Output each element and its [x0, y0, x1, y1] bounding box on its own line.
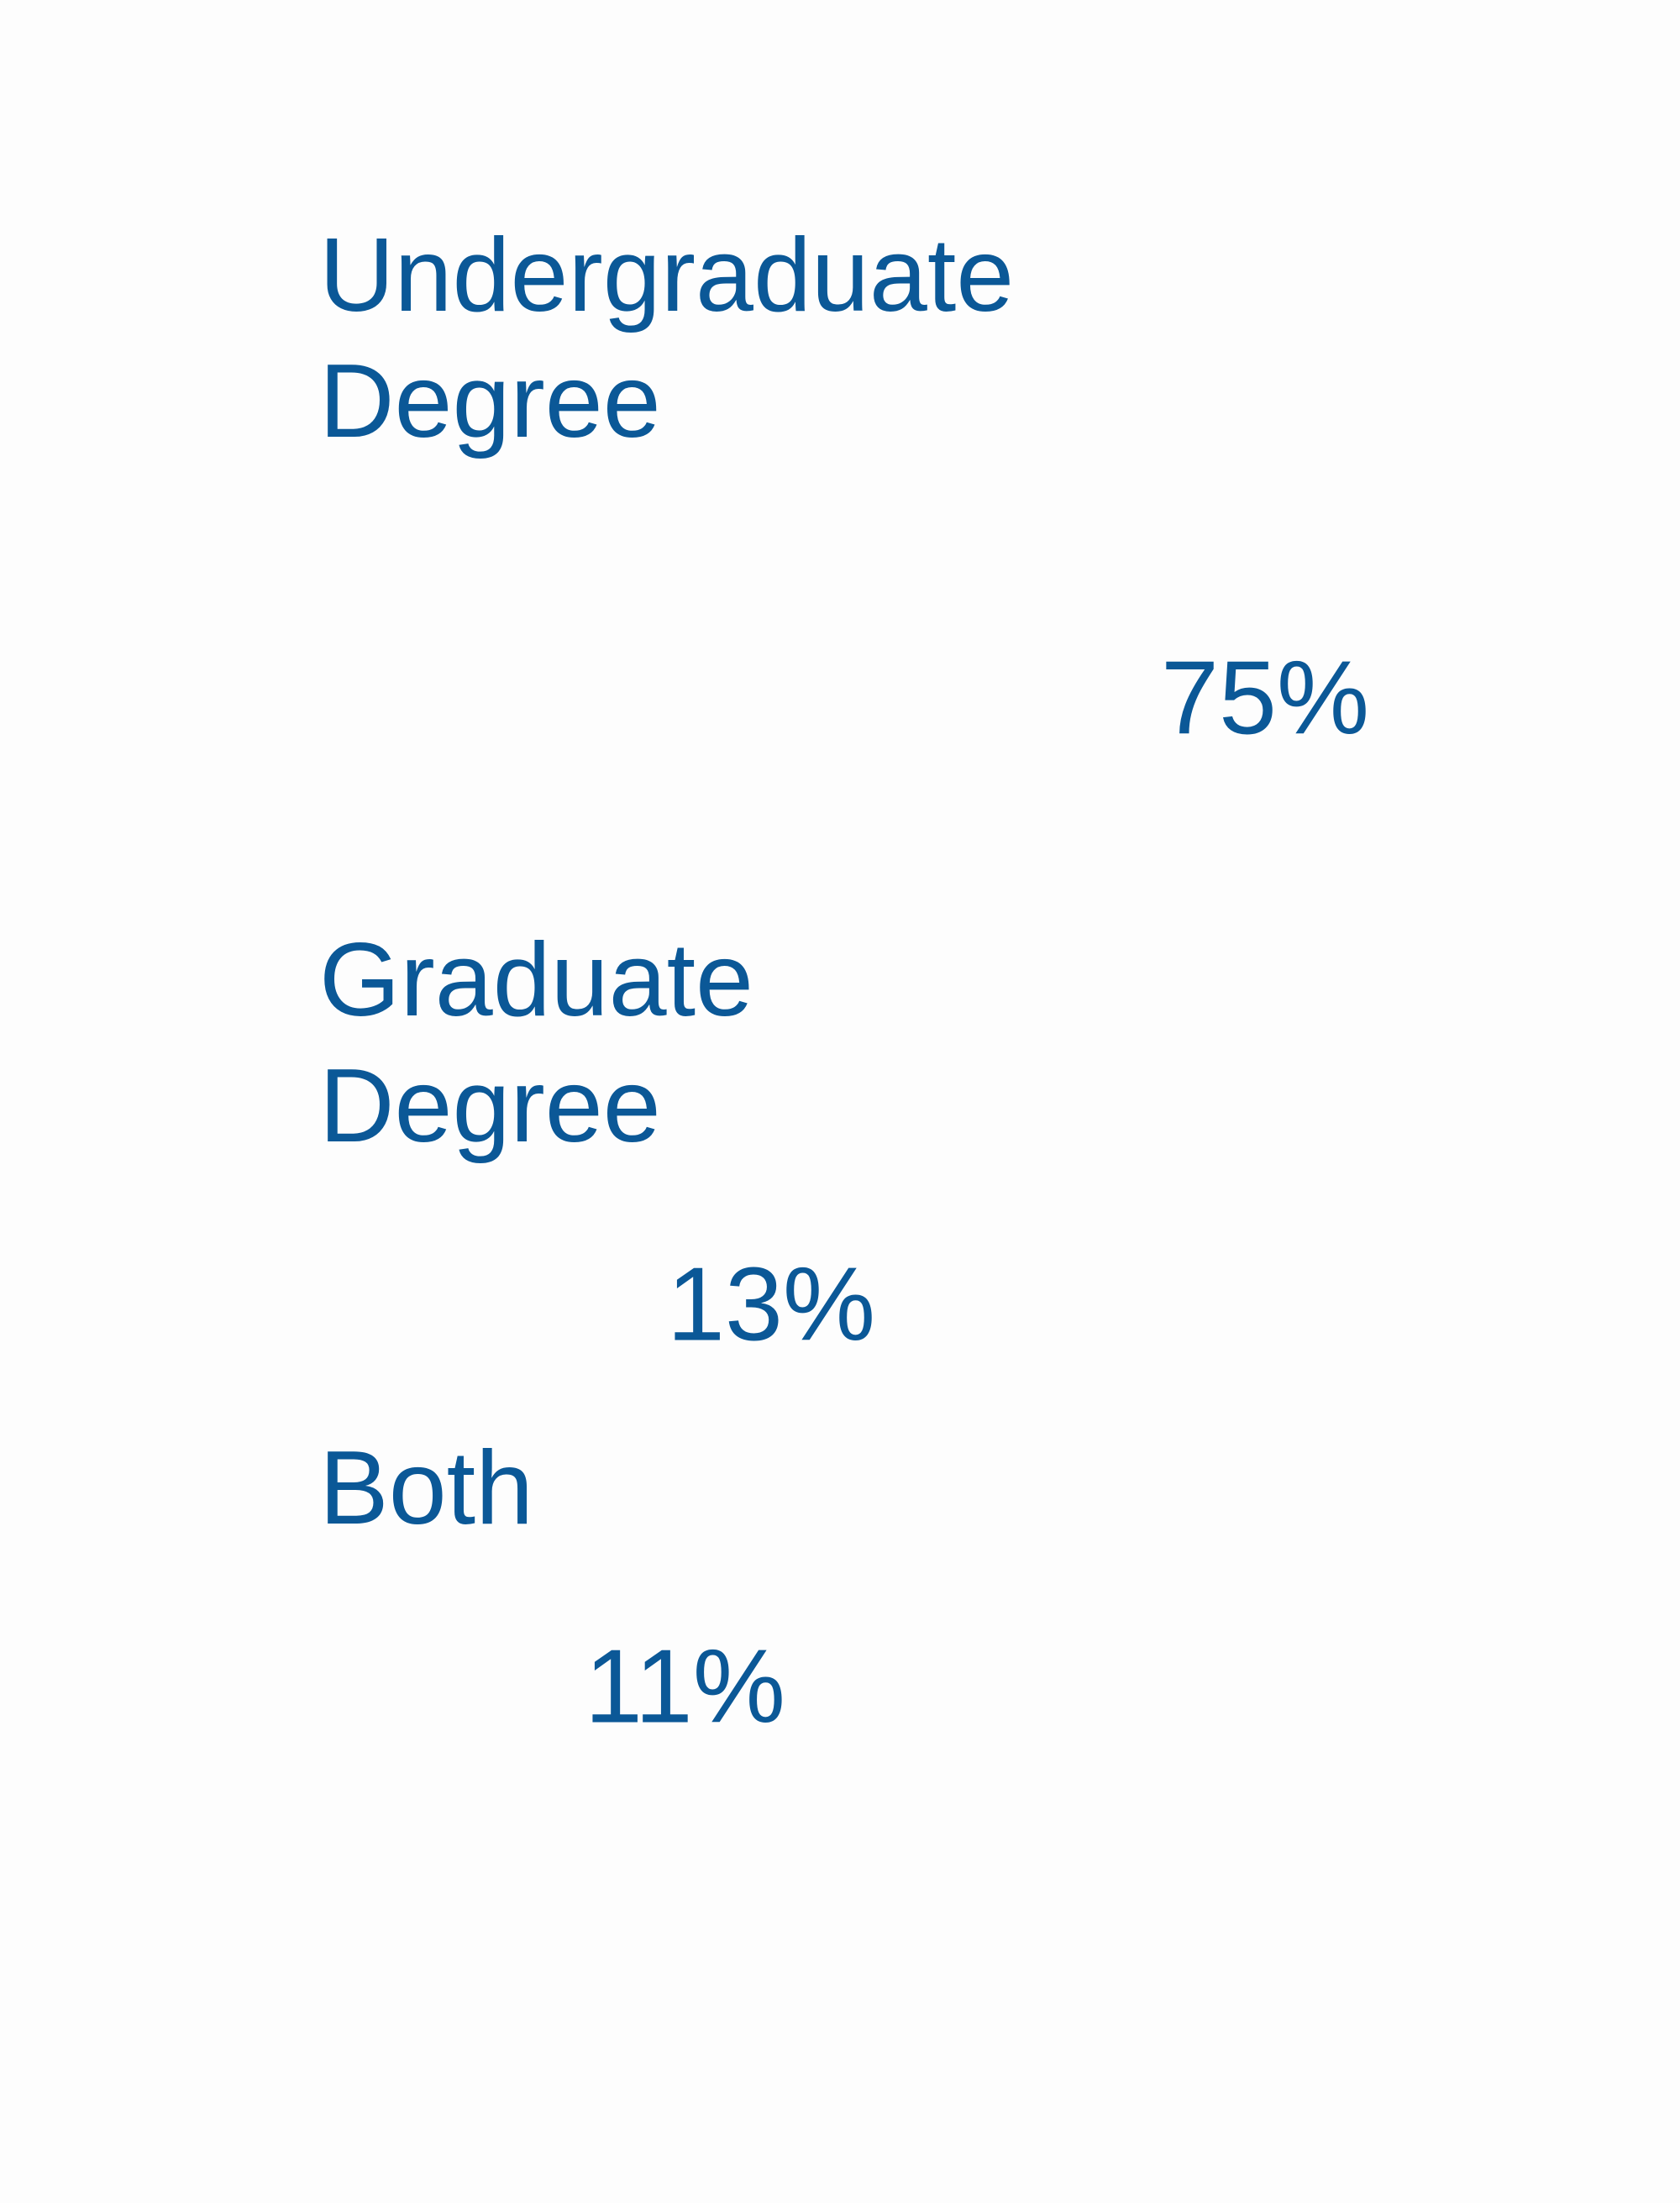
category-label: Graduate Degree	[319, 922, 782, 1164]
person-icon	[402, 709, 469, 881]
person-icon	[319, 1217, 386, 1389]
person-icon	[319, 512, 386, 685]
person-icon	[978, 512, 1045, 685]
person-icon	[402, 512, 469, 685]
person-icon	[402, 1599, 469, 1771]
person-icon	[566, 709, 633, 881]
pictogram	[319, 1217, 575, 1389]
person-icon	[484, 512, 551, 685]
person-icon	[402, 1217, 469, 1389]
category-label: Undergraduate Degree	[319, 218, 1043, 459]
person-icon	[895, 512, 963, 685]
person-icon	[648, 512, 716, 685]
value-label: 13%	[667, 1247, 875, 1363]
value-label: 75%	[1161, 641, 1369, 757]
person-icon	[895, 709, 963, 881]
pictogram	[319, 1599, 528, 1771]
person-icon	[648, 709, 716, 881]
person-icon	[813, 512, 880, 685]
person-icon	[319, 1599, 386, 1771]
pictogram	[319, 512, 1127, 881]
person-icon	[566, 512, 633, 685]
person-icon	[566, 1217, 575, 1389]
person-icon	[731, 512, 798, 685]
person-icon	[731, 709, 798, 881]
person-icon	[1060, 512, 1127, 685]
person-icon	[319, 709, 386, 881]
person-icon	[484, 1217, 551, 1389]
person-icon	[813, 709, 880, 881]
person-icon	[484, 709, 551, 881]
person-icon	[484, 1599, 528, 1771]
category-label: Both	[319, 1430, 533, 1546]
value-label: 11%	[585, 1629, 785, 1745]
